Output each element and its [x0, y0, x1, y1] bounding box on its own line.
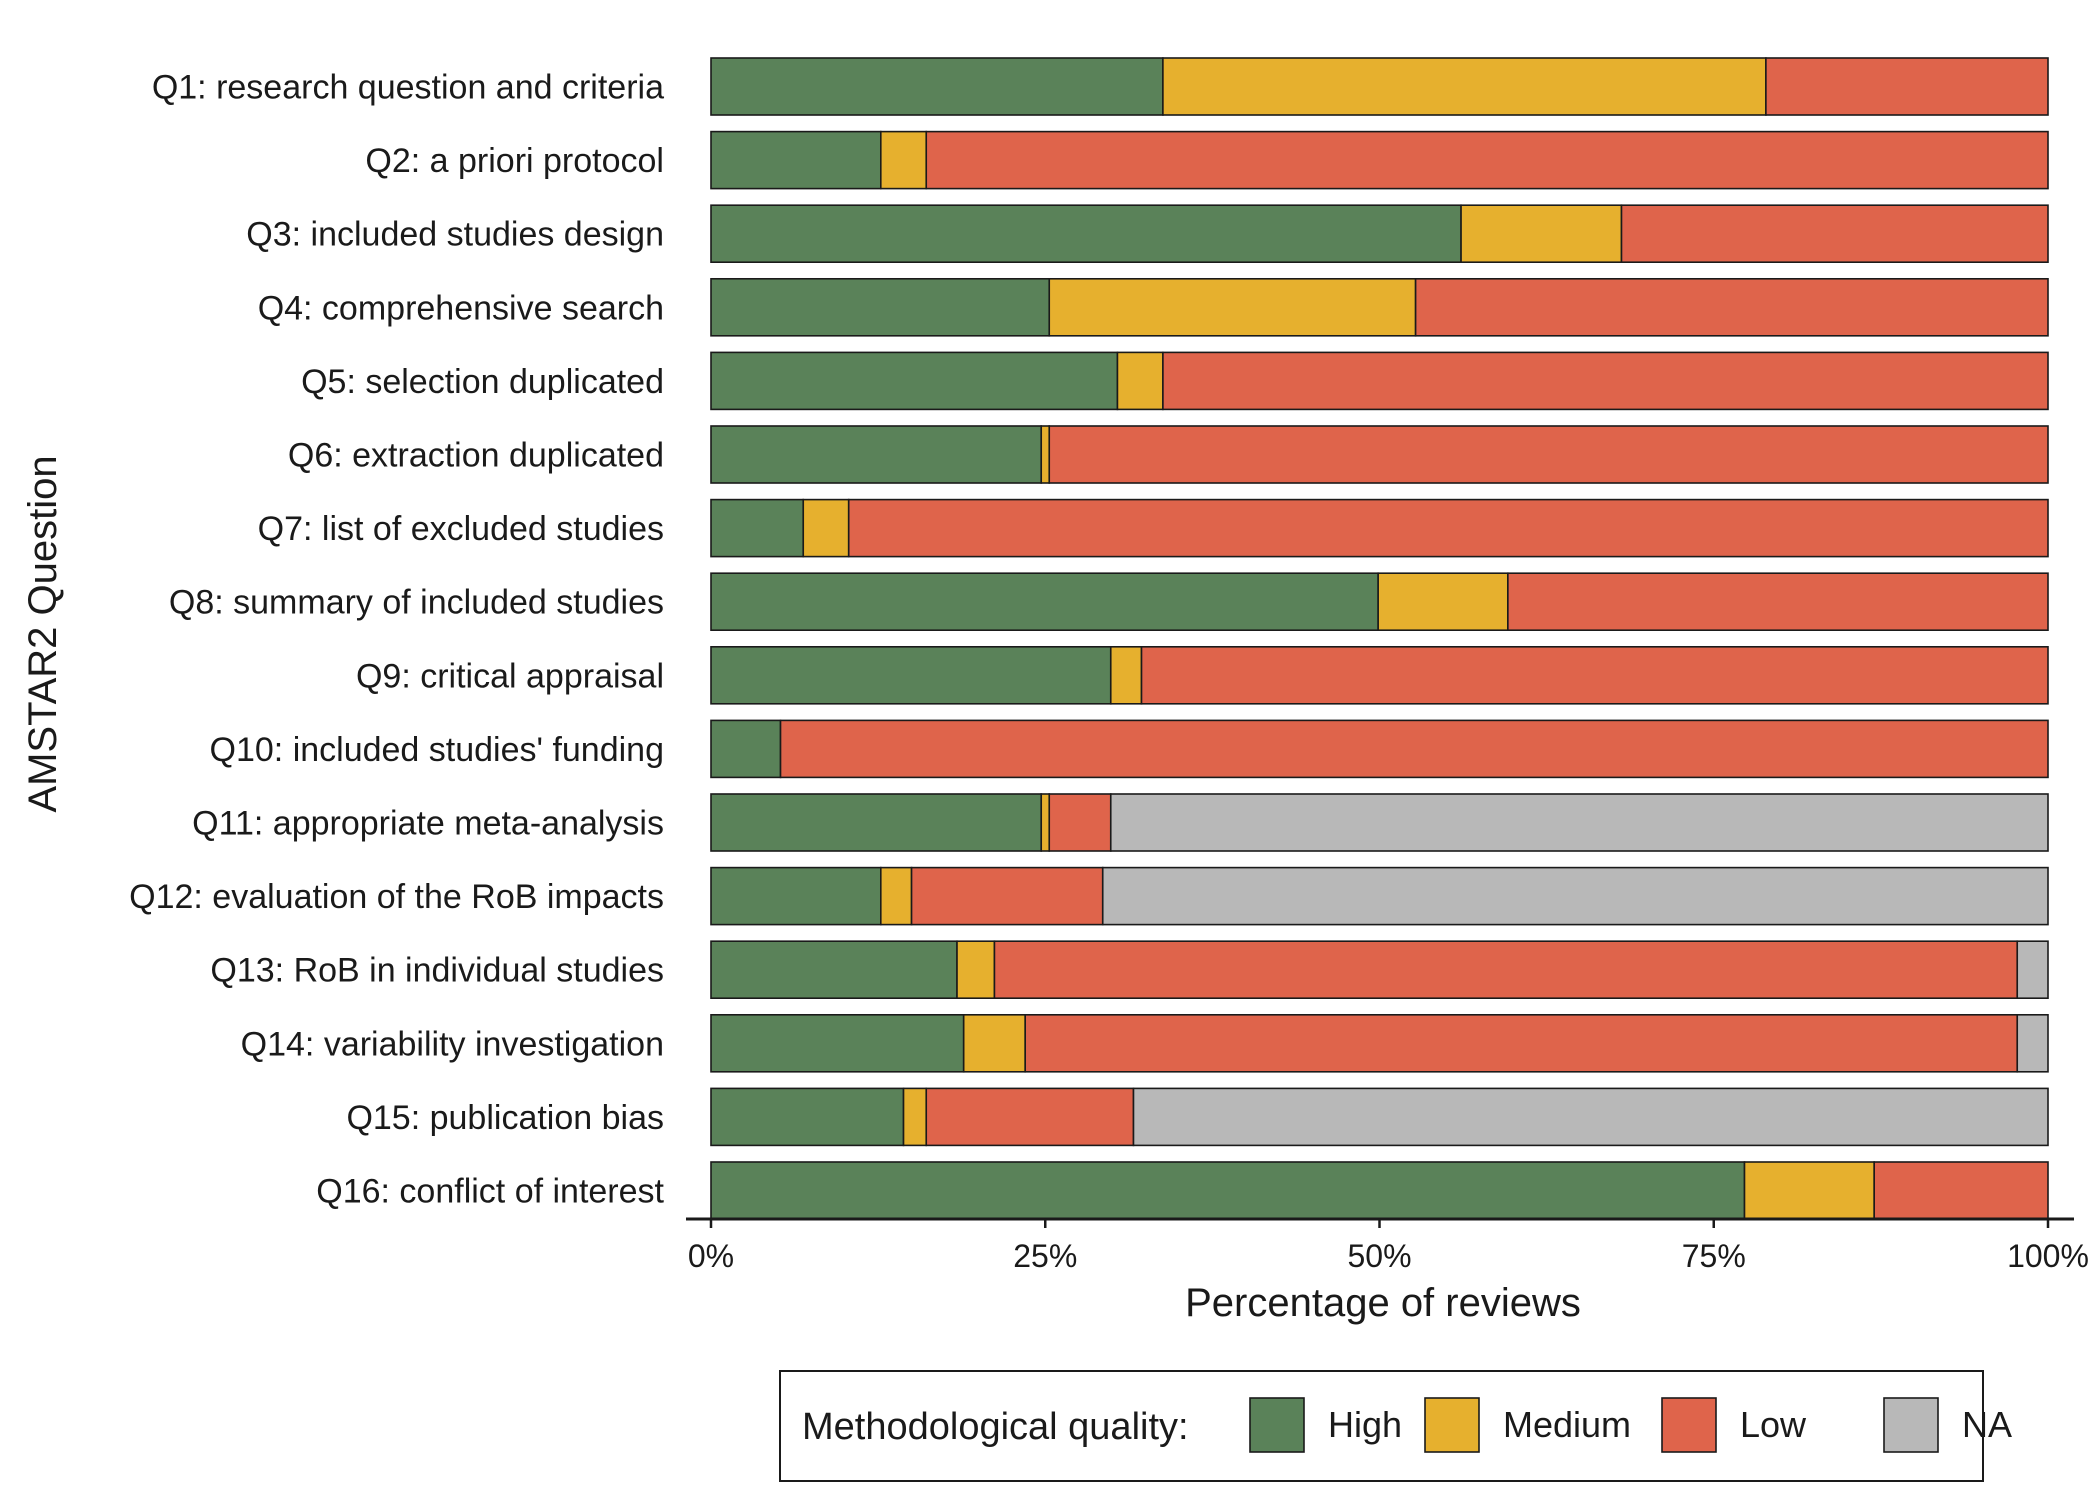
bar-segment-high-q10 [710, 719, 782, 779]
bar-segment-low-q4 [1414, 277, 2049, 337]
bar-segment-medium-q8 [1377, 572, 1509, 632]
bar-segment-low-q1 [1765, 57, 2049, 116]
bar-segment-medium-q16 [1743, 1161, 1875, 1220]
x-tick-label: 100% [2007, 1238, 2089, 1274]
category-label: Q12: evaluation of the RoB impacts [129, 878, 664, 916]
bar-segment-medium-q9 [1109, 645, 1143, 705]
legend-label-low: Low [1740, 1404, 1807, 1445]
bar-segment-high-q1 [710, 57, 1164, 116]
bar-segment-high-q16 [710, 1161, 1746, 1220]
legend: Methodological quality: High Medium Low NA [779, 1370, 2012, 1482]
bar-segment-high-q13 [710, 940, 958, 1000]
bar-segment-medium-q1 [1162, 57, 1767, 116]
legend-key-high [1249, 1397, 1305, 1453]
x-tick-label: 75% [1682, 1238, 1746, 1274]
bar-segment-high-q6 [710, 425, 1043, 484]
bar-segment-low-q13 [993, 940, 2019, 1000]
bar-segment-high-q11 [710, 793, 1043, 852]
bar-segment-low-q12 [910, 866, 1104, 926]
category-label: Q15: publication bias [346, 1099, 664, 1137]
bar-segment-low-q8 [1507, 572, 2049, 632]
bar-segment-low-q2 [925, 130, 2049, 190]
bar-segment-low-q14 [1024, 1013, 2019, 1073]
bar-segment-low-q15 [925, 1087, 1135, 1147]
x-axis: 0% 25% 50% 75% 100% [686, 1217, 2089, 1274]
x-tick-label: 50% [1347, 1238, 1411, 1274]
bar-segment-high-q7 [710, 498, 805, 558]
category-label: Q8: summary of included studies [169, 584, 664, 622]
bar-segment-medium-q11 [1040, 793, 1051, 852]
legend-box [779, 1370, 1984, 1482]
bar-segment-low-q3 [1620, 204, 2049, 263]
bar-segment-medium-q2 [879, 130, 928, 190]
bar-segment-medium-q6 [1040, 425, 1051, 484]
legend-label-high: High [1328, 1404, 1402, 1445]
x-tick-label: 25% [1013, 1238, 1077, 1274]
legend-items: High Medium Low NA [1249, 1397, 2012, 1453]
bar-segment-na-q15 [1132, 1087, 2049, 1147]
category-label: Q4: comprehensive search [258, 289, 664, 327]
category-label: Q10: included studies' funding [210, 731, 664, 769]
x-axis-title: Percentage of reviews [1185, 1281, 1581, 1325]
bar-segment-na-q14 [2016, 1013, 2049, 1073]
category-label: Q13: RoB in individual studies [210, 952, 664, 990]
bar-segment-high-q5 [710, 351, 1119, 411]
bar-segment-low-q5 [1162, 351, 2049, 411]
bar-segment-high-q4 [710, 277, 1051, 337]
category-label: Q11: appropriate meta-analysis [192, 805, 664, 843]
category-label: Q6: extraction duplicated [288, 437, 664, 475]
legend-key-na [1883, 1397, 1939, 1453]
legend-label-na: NA [1962, 1404, 2012, 1445]
category-label: Q9: critical appraisal [356, 657, 664, 695]
category-label: Q3: included studies design [246, 216, 664, 254]
category-label: Q2: a priori protocol [365, 142, 664, 180]
bar-segment-medium-q5 [1116, 351, 1164, 411]
category-label: Q1: research question and criteria [152, 69, 664, 107]
bar-segment-medium-q7 [802, 498, 850, 558]
bar-segment-medium-q14 [962, 1013, 1026, 1073]
bar-segment-high-q3 [710, 204, 1462, 263]
bar-segment-high-q15 [710, 1087, 905, 1147]
bar-segment-medium-q4 [1048, 277, 1417, 337]
bar-segment-medium-q13 [956, 940, 996, 1000]
bar-segment-medium-q15 [902, 1087, 928, 1147]
category-label: Q7: list of excluded studies [258, 510, 664, 548]
x-tick-label: 0% [688, 1238, 734, 1274]
bar-segment-low-q6 [1048, 425, 2049, 484]
bar-segment-na-q13 [2016, 940, 2049, 1000]
bar-segment-high-q12 [710, 866, 882, 926]
category-label: Q14: variability investigation [241, 1025, 664, 1063]
bar-segment-medium-q3 [1460, 204, 1623, 263]
bars-group [710, 57, 2049, 1220]
bar-segment-medium-q12 [879, 866, 913, 926]
y-axis-title: AMSTAR2 Question [21, 455, 65, 812]
legend-title: Methodological quality: [802, 1406, 1189, 1448]
bar-segment-low-q16 [1873, 1161, 2049, 1220]
bar-segment-low-q9 [1140, 645, 2049, 705]
bar-segment-na-q12 [1101, 866, 2049, 926]
bar-segment-low-q11 [1048, 793, 1112, 852]
legend-key-low [1661, 1397, 1717, 1453]
bar-segment-na-q11 [1109, 793, 2049, 852]
category-label: Q16: conflict of interest [316, 1173, 664, 1211]
category-label: Q5: selection duplicated [301, 363, 664, 401]
category-labels: Q1: research question and criteria Q2: a … [129, 69, 664, 1211]
legend-key-medium [1424, 1397, 1480, 1453]
legend-label-medium: Medium [1503, 1404, 1631, 1445]
bar-segment-low-q10 [779, 719, 2049, 779]
bar-segment-high-q2 [710, 130, 882, 190]
bar-segment-high-q8 [710, 572, 1379, 632]
bar-segment-high-q14 [710, 1013, 965, 1073]
bar-segment-high-q9 [710, 645, 1112, 705]
bar-segment-low-q7 [847, 498, 2049, 558]
